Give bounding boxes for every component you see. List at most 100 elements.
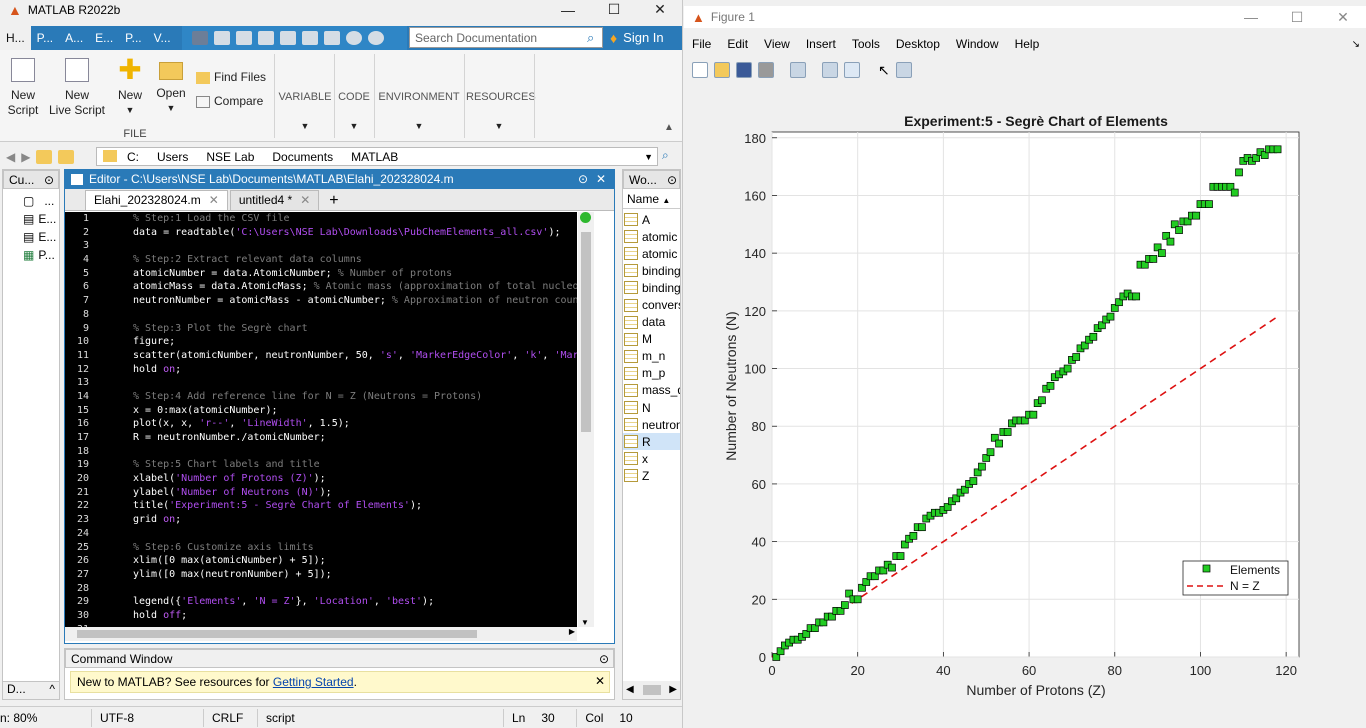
code-line[interactable]: 9 % Step:3 Plot the Segrè chart	[65, 322, 577, 336]
cut-icon[interactable]	[214, 31, 230, 45]
minimize-button[interactable]: —	[561, 1, 575, 18]
workspace-hscroll[interactable]: ◀ ▶	[623, 681, 680, 699]
save-figure-icon[interactable]	[736, 62, 752, 78]
menu-view[interactable]: View	[764, 37, 790, 51]
close-button[interactable]: ✕	[654, 1, 666, 17]
tab-editor[interactable]: E...	[95, 31, 114, 45]
workspace-variable[interactable]: data	[623, 314, 680, 331]
workspace-variable[interactable]: Z	[623, 467, 680, 484]
link-plot-icon[interactable]	[790, 62, 806, 78]
workspace-variable[interactable]: atomic	[623, 228, 680, 245]
code-line[interactable]: 7 neutronNumber = atomicMass - atomicNumb…	[65, 294, 577, 308]
command-window-menu-icon[interactable]: ⊙	[598, 652, 609, 666]
code-area[interactable]: 1 % Step:1 Load the CSV file 2 data = readt…	[65, 212, 577, 627]
menu-window[interactable]: Window	[955, 37, 999, 51]
horizontal-scrollbar[interactable]: ▶	[65, 627, 577, 641]
legend[interactable]: Elements N = Z	[1182, 560, 1289, 596]
tab-view[interactable]: V...	[153, 31, 171, 45]
tab-home[interactable]: H...	[0, 26, 31, 50]
forward-icon[interactable]: ▶	[21, 150, 31, 164]
menu-help[interactable]: Help	[1014, 37, 1040, 51]
new-script-button[interactable]: New Script	[6, 58, 40, 118]
help-icon[interactable]	[346, 31, 362, 45]
code-line[interactable]: 30 hold off;	[65, 609, 577, 623]
undo-icon[interactable]	[280, 31, 296, 45]
path-segment[interactable]: Users	[157, 149, 189, 164]
code-line[interactable]: 31	[65, 623, 577, 627]
edit-plot-pointer-icon[interactable]: ↖	[878, 61, 890, 78]
workspace-variable[interactable]: x	[623, 450, 680, 467]
code-line[interactable]: 14 % Step:4 Add reference line for N = Z …	[65, 390, 577, 404]
code-line[interactable]: 6 atomicMass = data.AtomicMass; % Atomic …	[65, 280, 577, 294]
open-file-icon[interactable]	[714, 62, 730, 78]
code-line[interactable]: 24	[65, 527, 577, 541]
property-inspector-icon[interactable]	[895, 62, 912, 78]
editor-close-icon[interactable]: ✕	[595, 172, 606, 186]
figure-maximize-button[interactable]: ☐	[1290, 8, 1304, 25]
code-line[interactable]: 20 xlabel('Number of Protons (Z)');	[65, 472, 577, 486]
code-line[interactable]: 13	[65, 376, 577, 390]
scroll-right-icon[interactable]: ▶	[568, 627, 575, 636]
search-documentation-input[interactable]: Search Documentation	[409, 27, 603, 48]
tab-elahi-script[interactable]: Elahi_202328024.m ✕	[85, 190, 228, 210]
customize-icon[interactable]	[368, 31, 384, 45]
open-button[interactable]: Open ▼	[154, 58, 188, 116]
workspace-variable[interactable]: binding	[623, 262, 680, 279]
collapse-ribbon-icon[interactable]: ▲	[664, 122, 674, 133]
tab-plots[interactable]: P...	[36, 31, 54, 45]
workspace-menu-icon[interactable]: ⊙	[666, 173, 677, 187]
code-line[interactable]: 1 % Step:1 Load the CSV file	[65, 212, 577, 226]
scroll-thumb[interactable]	[581, 232, 591, 432]
list-item[interactable]: ▦ P...	[23, 246, 59, 264]
notification-bell-icon[interactable]: ♦	[610, 30, 618, 46]
search-icon[interactable]: ⌕	[587, 30, 595, 45]
menu-insert[interactable]: Insert	[805, 37, 836, 51]
path-segment[interactable]: C:	[127, 149, 139, 164]
details-bar[interactable]: D... ^	[3, 681, 59, 699]
current-folder-path[interactable]: C: Users NSE Lab Documents MATLAB ▼	[96, 147, 658, 166]
expand-details-icon[interactable]: ^	[49, 682, 55, 696]
workspace-column-header[interactable]: Name ▲	[623, 189, 680, 209]
editor-menu-icon[interactable]: ⊙	[577, 172, 588, 186]
workspace-variable[interactable]: mass_d	[623, 382, 680, 399]
path-dropdown-icon[interactable]: ▼	[644, 151, 653, 162]
figure-close-button[interactable]: ✕	[1337, 8, 1349, 25]
code-line[interactable]: 8	[65, 308, 577, 322]
resources-menu[interactable]: RESOURCES ▼	[466, 90, 536, 134]
save-icon[interactable]	[192, 31, 208, 45]
copy-icon[interactable]	[236, 31, 252, 45]
variable-menu[interactable]: VARIABLE ▼	[278, 90, 332, 134]
new-figure-icon[interactable]	[692, 62, 708, 78]
menu-file[interactable]: File	[692, 37, 712, 51]
list-item[interactable]: ▤ E...	[23, 228, 59, 246]
workspace-variable[interactable]: neutron	[623, 416, 680, 433]
code-line[interactable]: 2 data = readtable('C:\Users\NSE Lab\Down…	[65, 226, 577, 240]
workspace-variable[interactable]: N	[623, 399, 680, 416]
path-segment[interactable]: NSE Lab	[206, 149, 255, 164]
code-line[interactable]: 25 % Step:6 Customize axis limits	[65, 541, 577, 555]
tab-apps[interactable]: A...	[65, 31, 84, 45]
maximize-button[interactable]: ☐	[607, 1, 621, 17]
paste-icon[interactable]	[258, 31, 274, 45]
code-line[interactable]: 11 scatter(atomicNumber, neutronNumber, 5…	[65, 349, 577, 363]
new-live-script-button[interactable]: New Live Script	[48, 58, 106, 118]
vertical-scrollbar[interactable]: ▼	[578, 212, 594, 627]
code-line[interactable]: 27 ylim([0 max(neutronNumber) + 5]);	[65, 568, 577, 582]
code-line[interactable]: 3	[65, 239, 577, 253]
close-tab-icon[interactable]: ✕	[208, 193, 219, 207]
path-search-icon[interactable]: ⌕	[662, 148, 669, 162]
code-line[interactable]: 18	[65, 445, 577, 459]
code-line[interactable]: 26 xlim([0 max(atomicNumber) + 5]);	[65, 554, 577, 568]
workspace-variable[interactable]: A	[623, 211, 680, 228]
code-line[interactable]: 21 ylabel('Number of Neutrons (N)');	[65, 486, 577, 500]
code-line[interactable]: 28	[65, 582, 577, 596]
code-line[interactable]: 17 R = neutronNumber./atomicNumber;	[65, 431, 577, 445]
workspace-variable[interactable]: M	[623, 331, 680, 348]
colorbar-icon[interactable]	[822, 62, 838, 78]
code-line[interactable]: 23 grid on;	[65, 513, 577, 527]
back-icon[interactable]: ◀	[6, 150, 16, 164]
workspace-variable[interactable]: atomic	[623, 245, 680, 262]
figure-minimize-button[interactable]: —	[1244, 9, 1258, 25]
menu-edit[interactable]: Edit	[727, 37, 749, 51]
scroll-left-icon[interactable]: ◀	[626, 684, 634, 695]
